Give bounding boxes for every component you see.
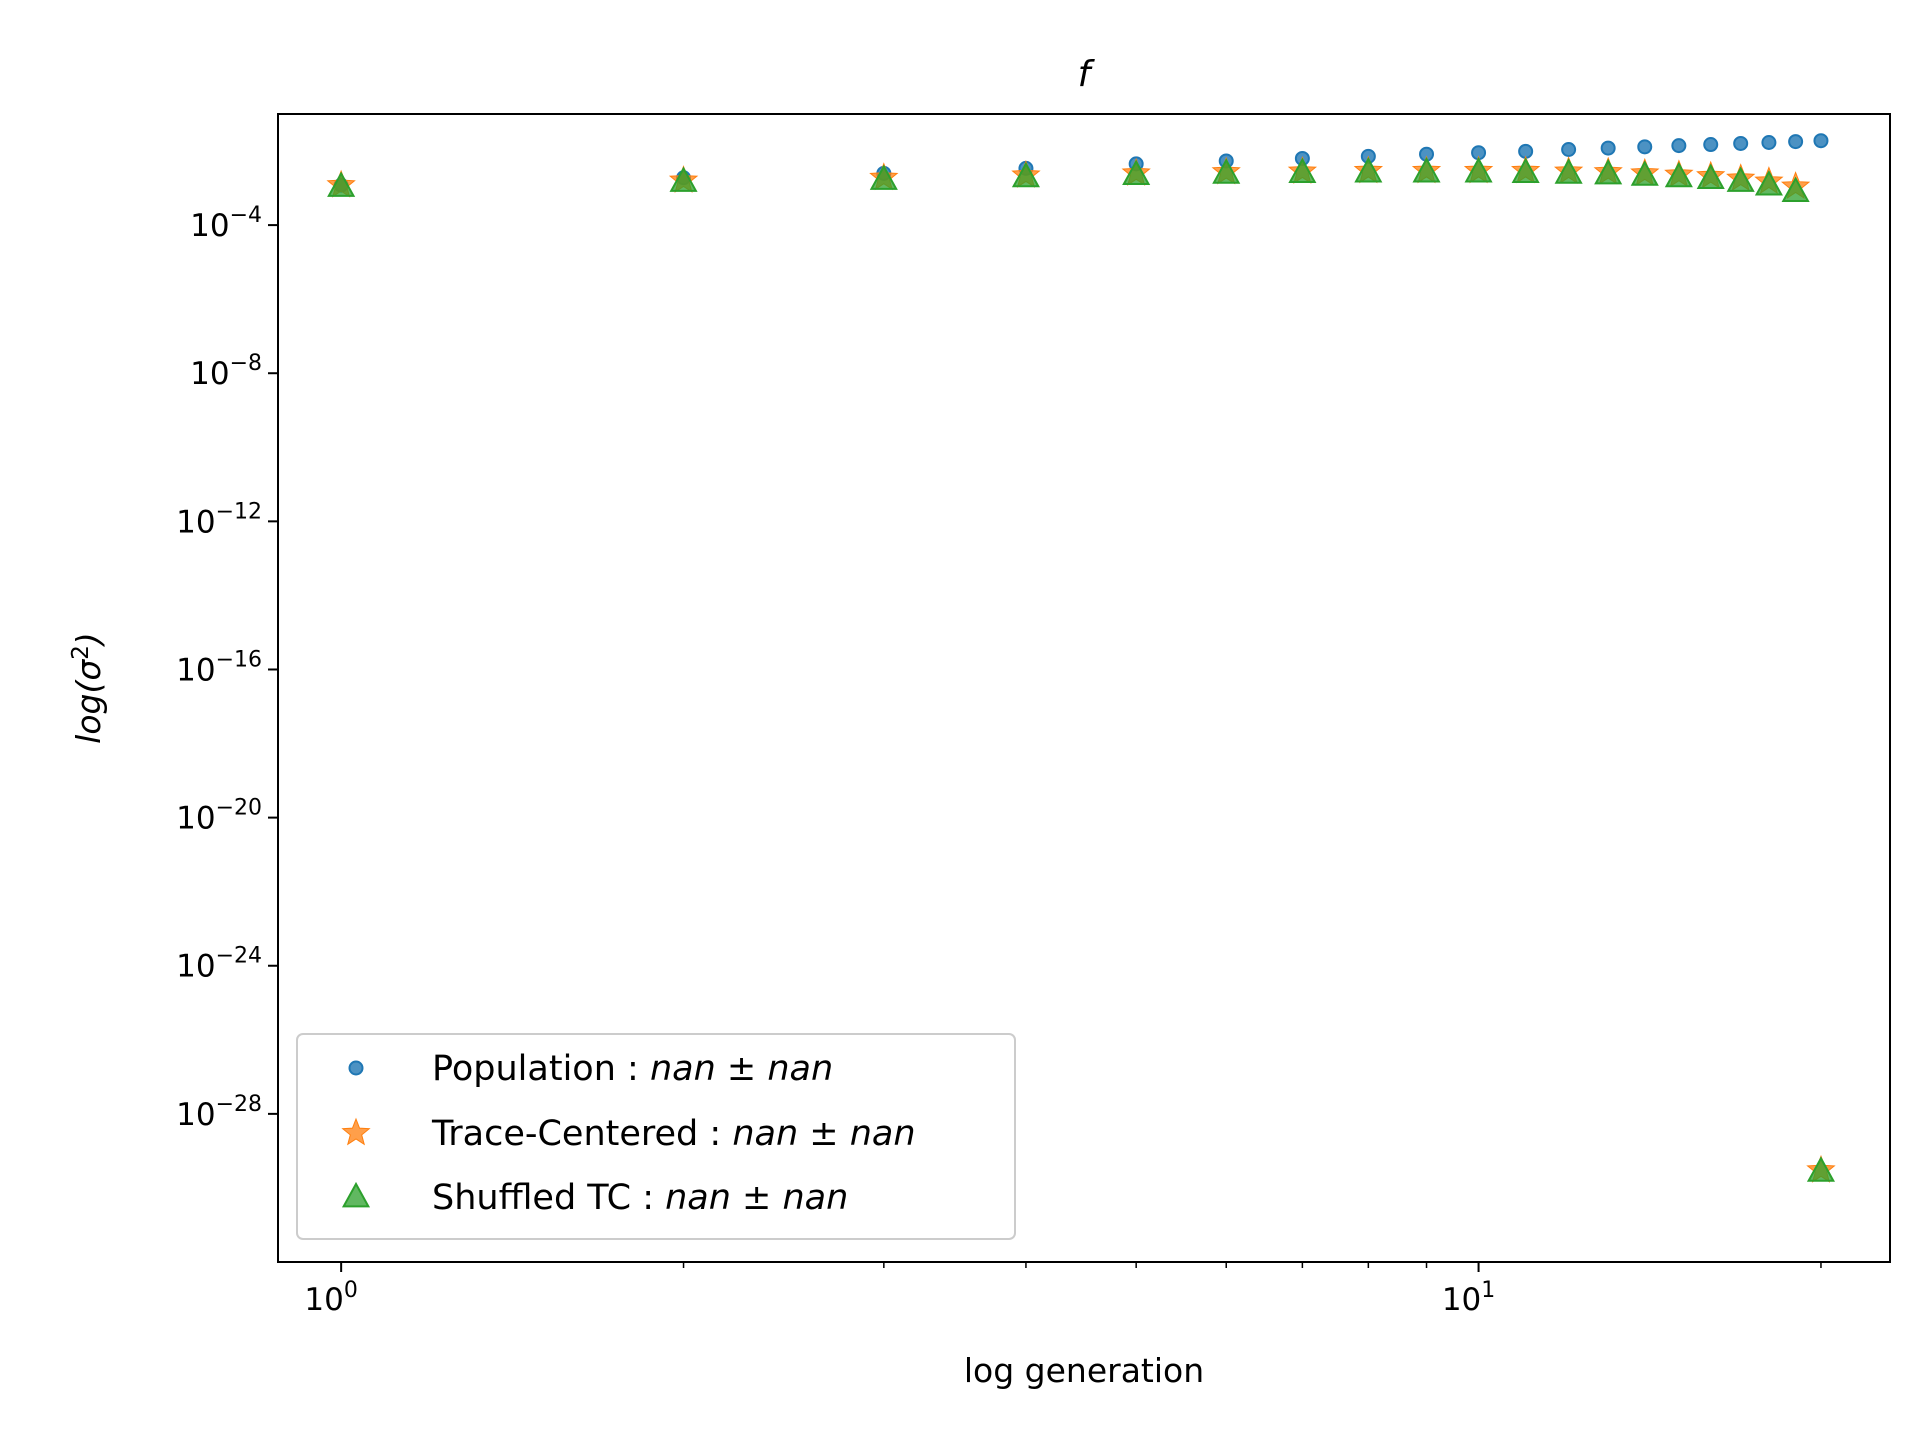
y-tick-label: 10−12 — [176, 499, 262, 540]
series-shuffled-tc — [327, 157, 1836, 1182]
legend-box — [296, 1033, 1016, 1240]
data-point — [1813, 133, 1829, 149]
legend-entry: Trace-Centered : nan ± nan — [341, 1114, 916, 1154]
data-point — [1511, 157, 1540, 184]
data-point — [1354, 157, 1383, 183]
data-point — [1011, 161, 1040, 188]
y-tick-label: 10−24 — [176, 944, 262, 985]
y-tick-label: 10−8 — [190, 351, 262, 392]
y-tick-label: 10−4 — [190, 203, 262, 244]
data-point — [327, 171, 356, 197]
triangle-marker-icon — [341, 1181, 371, 1208]
legend-entry: Population : nan ± nan — [348, 1049, 833, 1089]
data-point — [1696, 163, 1725, 189]
data-point — [1806, 1156, 1836, 1182]
y-tick-label: 10−16 — [176, 647, 262, 688]
plot-frame — [277, 113, 1891, 1263]
legend-label: Population : nan ± nan — [432, 1049, 833, 1089]
data-point — [1781, 176, 1810, 203]
legend-label: Trace-Centered : nan ± nan — [431, 1114, 916, 1154]
data-point — [1761, 134, 1777, 150]
x-tick-label: 101 — [1442, 1278, 1495, 1318]
data-point — [1464, 157, 1493, 183]
data-point — [1664, 161, 1693, 188]
legend-entry: Shuffled TC : nan ± nan — [341, 1178, 848, 1218]
data-point — [1561, 141, 1577, 157]
data-point — [1788, 134, 1804, 150]
data-point — [1703, 137, 1719, 153]
data-point — [1288, 157, 1317, 184]
y-axis: 10−4 10−8 10−12 10−16 10−20 10−24 10−28 — [176, 203, 278, 1133]
x-axis: 100 101 — [304, 1262, 1822, 1318]
legend-label: Shuffled TC : nan ± nan — [432, 1178, 848, 1218]
legend: Population : nan ± nan Trace-Centered : n… — [296, 1033, 1016, 1240]
data-point — [869, 164, 898, 190]
data-point — [1600, 140, 1616, 156]
plot-marks — [326, 133, 1836, 1183]
data-point — [669, 166, 698, 192]
data-point — [1212, 158, 1241, 184]
data-point — [1726, 166, 1755, 192]
data-point — [1637, 139, 1653, 155]
circle-marker-icon — [348, 1060, 364, 1076]
y-tick-label: 10−28 — [176, 1092, 262, 1133]
data-point — [1122, 159, 1151, 186]
data-point — [1554, 158, 1583, 184]
data-point — [1754, 170, 1783, 196]
data-point — [1594, 158, 1623, 185]
data-point — [1671, 138, 1687, 154]
y-tick-label: 10−20 — [176, 796, 262, 837]
data-point — [1630, 160, 1659, 186]
y-axis-label: log(σ2) — [68, 632, 108, 744]
x-tick-label: 100 — [304, 1278, 357, 1318]
data-point — [1733, 135, 1749, 151]
data-point — [1412, 157, 1441, 183]
x-axis-label: log generation — [964, 1351, 1204, 1390]
star-marker-icon — [341, 1117, 371, 1146]
